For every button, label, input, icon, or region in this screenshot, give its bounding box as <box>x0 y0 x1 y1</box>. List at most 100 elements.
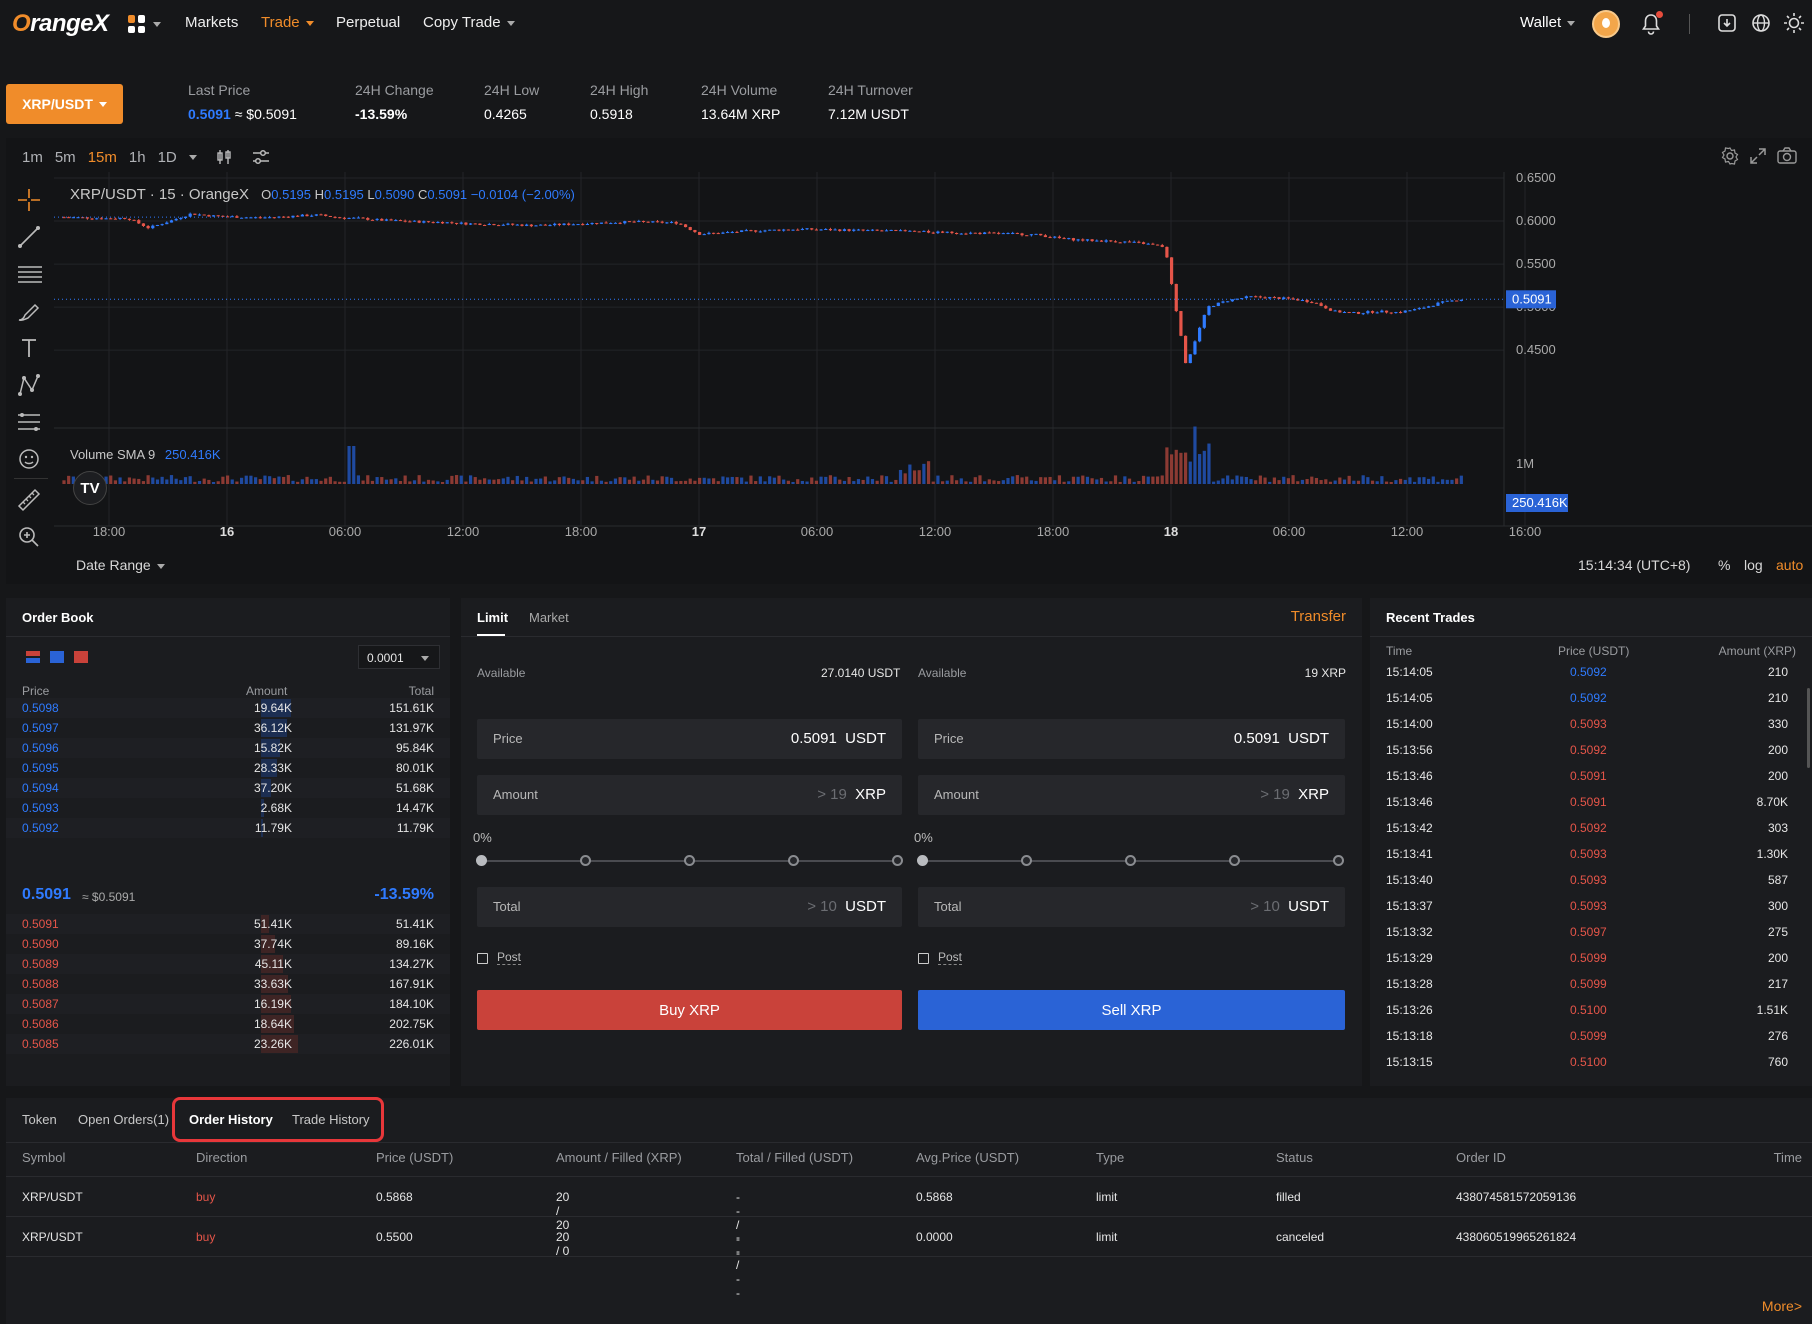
orangex-logo[interactable]: OrangeX <box>12 10 109 37</box>
camera-icon[interactable] <box>1776 146 1798 166</box>
pair-selector-button[interactable]: XRP/USDT <box>6 84 123 124</box>
buy-slider-handle[interactable] <box>476 855 487 866</box>
app-grid-icon[interactable] <box>128 15 146 33</box>
slider-step[interactable] <box>1229 855 1240 866</box>
tab-limit[interactable]: Limit <box>477 610 509 625</box>
transfer-link[interactable]: Transfer <box>1290 608 1346 625</box>
volume-bar <box>366 475 370 484</box>
slider-step[interactable] <box>892 855 903 866</box>
book-asks-icon[interactable] <box>74 650 88 664</box>
ask-row[interactable]: 0.5092 11.79K 11.79K <box>6 818 450 838</box>
bid-row[interactable]: 0.5085 23.26K 226.01K <box>6 1034 450 1054</box>
buy-total-field[interactable]: Total > 10 USDT <box>477 887 902 927</box>
emoji-icon[interactable] <box>14 444 54 474</box>
precision-select[interactable]: 0.0001 <box>358 645 440 669</box>
buy-button[interactable]: Buy XRP <box>477 990 902 1030</box>
indicators-icon[interactable] <box>251 148 271 166</box>
download-icon[interactable] <box>1716 12 1738 34</box>
crosshair-icon[interactable] <box>14 185 54 215</box>
slider-step[interactable] <box>1021 855 1032 866</box>
sell-total-field[interactable]: Total > 10 USDT <box>918 887 1345 927</box>
nav-copy-trade[interactable]: Copy Trade <box>423 14 515 31</box>
book-bids-icon[interactable] <box>50 650 64 664</box>
horizontal-lines-icon[interactable] <box>14 259 54 289</box>
bid-row[interactable]: 0.5088 33.63K 167.91K <box>6 974 450 994</box>
bid-row[interactable]: 0.5087 16.19K 184.10K <box>6 994 450 1014</box>
percent-scale-toggle[interactable]: % <box>1718 557 1731 573</box>
fullscreen-icon[interactable] <box>1748 146 1768 166</box>
wallet-menu[interactable]: Wallet <box>1520 14 1576 31</box>
tradingview-logo[interactable]: TV <box>73 471 107 505</box>
chevron-down-icon[interactable] <box>188 154 197 160</box>
chart-settings-icon[interactable] <box>1720 146 1740 166</box>
avatar[interactable] <box>1592 10 1620 38</box>
slider-step[interactable] <box>1333 855 1344 866</box>
bid-row[interactable]: 0.5086 18.64K 202.75K <box>6 1014 450 1034</box>
timeframe-15m[interactable]: 15m <box>87 148 117 166</box>
bell-icon[interactable] <box>1641 11 1663 35</box>
timeframe-1m[interactable]: 1m <box>22 148 43 166</box>
text-tool-icon[interactable] <box>14 333 54 363</box>
globe-icon[interactable] <box>1750 12 1772 34</box>
candle-body <box>417 220 421 223</box>
brush-icon[interactable] <box>14 296 54 326</box>
pattern-icon[interactable] <box>14 370 54 400</box>
slider-step[interactable] <box>788 855 799 866</box>
ask-row[interactable]: 0.5093 2.68K 14.47K <box>6 798 450 818</box>
ask-row[interactable]: 0.5094 37.20K 51.68K <box>6 778 450 798</box>
bid-price: 0.5087 <box>22 997 59 1011</box>
ask-row[interactable]: 0.5098 19.64K 151.61K <box>6 698 450 718</box>
slider-step[interactable] <box>580 855 591 866</box>
zoom-in-icon[interactable] <box>14 522 54 552</box>
ask-row[interactable]: 0.5095 28.33K 80.01K <box>6 758 450 778</box>
buy-post-checkbox[interactable] <box>477 953 488 964</box>
table-cell: 438060519965261824 <box>1456 1230 1577 1244</box>
slider-step[interactable] <box>1125 855 1136 866</box>
slider-step[interactable] <box>684 855 695 866</box>
log-scale-toggle[interactable]: log <box>1744 557 1763 573</box>
more-link[interactable]: More> <box>1761 1298 1802 1314</box>
candle-body <box>1062 238 1066 240</box>
scrollbar[interactable] <box>1807 688 1810 768</box>
nav-markets[interactable]: Markets <box>185 14 239 31</box>
candle-type-icon[interactable] <box>215 148 233 166</box>
trend-line-icon[interactable] <box>14 222 54 252</box>
volume-bar <box>1427 478 1431 484</box>
sell-amount-field[interactable]: Amount > 19 XRP <box>918 775 1345 815</box>
tab-order-history[interactable]: Order History <box>189 1112 273 1127</box>
book-both-icon[interactable] <box>26 650 40 664</box>
nav-trade[interactable]: Trade <box>261 14 314 31</box>
sell-slider-handle[interactable] <box>917 855 928 866</box>
timeframe-1d[interactable]: 1D <box>157 148 177 166</box>
date-range-button[interactable]: Date Range <box>76 557 165 573</box>
buy-price-field[interactable]: Price 0.5091 USDT <box>477 719 902 759</box>
ask-row[interactable]: 0.5097 36.12K 131.97K <box>6 718 450 738</box>
tab-token[interactable]: Token <box>22 1112 57 1127</box>
tab-trade-history[interactable]: Trade History <box>292 1112 370 1127</box>
bid-row[interactable]: 0.5091 51.41K 51.41K <box>6 914 450 934</box>
bid-row[interactable]: 0.5090 37.74K 89.16K <box>6 934 450 954</box>
volume-bar <box>155 479 160 484</box>
tab-open-orders[interactable]: Open Orders(1) <box>78 1112 170 1127</box>
auto-scale-toggle[interactable]: auto <box>1776 557 1804 573</box>
ask-row[interactable]: 0.5096 15.82K 95.84K <box>6 738 450 758</box>
ruler-icon[interactable] <box>14 485 54 515</box>
nav-perpetual[interactable]: Perpetual <box>336 14 401 31</box>
sell-post-checkbox[interactable] <box>918 953 929 964</box>
sell-button[interactable]: Sell XRP <box>918 990 1345 1030</box>
price-chart[interactable]: 18:00 16 06:00 12:00 18:00 17 06:00 12:00 18:00 1… <box>6 138 1812 584</box>
fib-tool-icon[interactable] <box>14 407 54 437</box>
buy-amount-field[interactable]: Amount > 19 XRP <box>477 775 902 815</box>
candle-body <box>1291 298 1295 300</box>
stat-24h-high: 24H High 0.5918 <box>590 82 649 122</box>
bid-row[interactable]: 0.5089 45.11K 134.27K <box>6 954 450 974</box>
timeframe-5m[interactable]: 5m <box>54 148 76 166</box>
row-bg <box>6 778 450 798</box>
chevron-down-icon[interactable] <box>153 22 161 27</box>
trade-amount: 217 <box>1767 977 1788 991</box>
sun-theme-icon[interactable] <box>1783 12 1805 34</box>
tab-market[interactable]: Market <box>529 610 569 625</box>
volume-bar <box>824 476 828 484</box>
sell-price-field[interactable]: Price 0.5091 USDT <box>918 719 1345 759</box>
timeframe-1h[interactable]: 1h <box>128 148 146 166</box>
